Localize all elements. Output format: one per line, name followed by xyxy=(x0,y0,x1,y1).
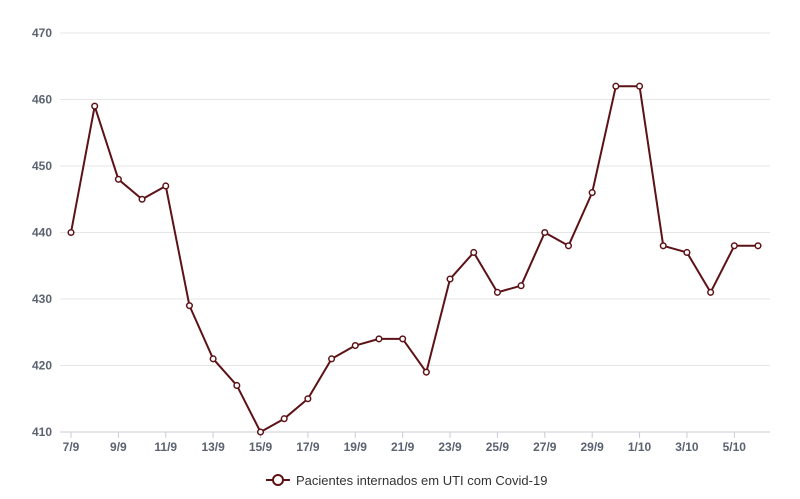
data-point[interactable] xyxy=(280,415,288,423)
data-point[interactable] xyxy=(517,282,525,290)
data-point[interactable] xyxy=(162,182,170,190)
data-point[interactable] xyxy=(612,82,620,90)
data-point[interactable] xyxy=(470,248,478,256)
x-tick-label: 23/9 xyxy=(438,440,462,454)
x-tick-label: 29/9 xyxy=(580,440,604,454)
data-point[interactable] xyxy=(138,195,146,203)
x-tick-label: 1/10 xyxy=(628,440,652,454)
x-tick-label: 7/9 xyxy=(63,440,80,454)
x-tick-label: 17/9 xyxy=(296,440,320,454)
legend-marker xyxy=(272,474,284,486)
y-tick-label: 440 xyxy=(32,226,52,240)
data-point[interactable] xyxy=(351,342,359,350)
y-tick-label: 420 xyxy=(32,359,52,373)
data-point[interactable] xyxy=(91,102,99,110)
data-point[interactable] xyxy=(588,189,596,197)
y-tick-label: 450 xyxy=(32,159,52,173)
x-tick-label: 3/10 xyxy=(675,440,699,454)
grid-lines xyxy=(60,32,770,366)
data-point[interactable] xyxy=(114,175,122,183)
legend-label: Pacientes internados em UTI com Covid-19 xyxy=(296,473,547,488)
data-point[interactable] xyxy=(754,242,762,250)
data-point[interactable] xyxy=(564,242,573,250)
x-axis: 7/9 9/9 11/9 13/9 15/9 17/9 19/9 21/9 23/9 25/9 27… xyxy=(60,431,770,454)
data-point[interactable] xyxy=(304,395,312,403)
data-point[interactable] xyxy=(185,302,193,310)
data-point[interactable] xyxy=(328,355,336,363)
series-layer xyxy=(67,82,762,436)
data-point[interactable] xyxy=(67,228,75,237)
x-tick-label: 19/9 xyxy=(344,440,368,454)
data-point[interactable] xyxy=(730,242,738,250)
x-tick-label: 13/9 xyxy=(201,440,225,454)
legend[interactable]: Pacientes internados em UTI com Covid-19 xyxy=(266,473,547,488)
data-point[interactable] xyxy=(659,242,667,250)
y-tick-label: 430 xyxy=(32,292,52,306)
x-tick-label: 21/9 xyxy=(391,440,415,454)
data-point[interactable] xyxy=(399,335,407,343)
y-axis: 410 420 430 440 450 460 470 xyxy=(32,26,52,439)
data-point[interactable] xyxy=(541,228,549,237)
x-tick-label: 27/9 xyxy=(533,440,557,454)
y-tick-label: 460 xyxy=(32,93,52,107)
data-point[interactable] xyxy=(256,428,265,436)
y-tick-label: 470 xyxy=(32,26,52,40)
data-point[interactable] xyxy=(375,335,383,343)
x-tick-label: 25/9 xyxy=(486,440,510,454)
data-point[interactable] xyxy=(683,248,691,256)
series-line xyxy=(70,85,758,433)
data-point[interactable] xyxy=(446,275,454,283)
y-tick-label: 410 xyxy=(32,425,52,439)
x-tick-label: 9/9 xyxy=(110,440,127,454)
data-point[interactable] xyxy=(233,381,241,390)
data-point[interactable] xyxy=(493,288,501,296)
data-point[interactable] xyxy=(209,355,217,363)
x-tick-label: 5/10 xyxy=(723,440,747,454)
data-point[interactable] xyxy=(636,82,644,90)
data-point[interactable] xyxy=(422,368,430,376)
x-tick-label: 15/9 xyxy=(249,440,273,454)
x-tick-label: 11/9 xyxy=(154,440,177,454)
data-point[interactable] xyxy=(707,288,715,296)
